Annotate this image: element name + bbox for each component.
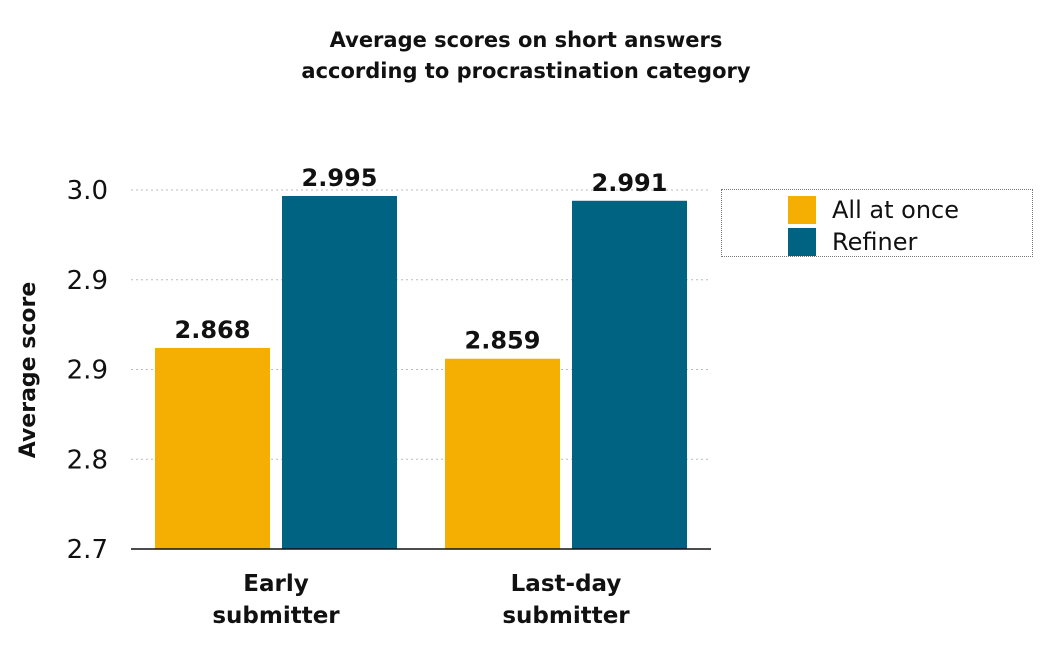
y-tick-label: 2.9: [67, 356, 108, 386]
legend: All at once Refiner: [721, 189, 1033, 257]
y-tick-label: 2.7: [67, 535, 108, 565]
legend-swatch-refiner: [788, 228, 816, 256]
bar-value-label: 2.995: [302, 164, 378, 192]
x-tick-label: submitter: [502, 603, 630, 629]
bar-value-label: 2.991: [592, 169, 668, 197]
legend-swatch-all-at-once: [788, 196, 816, 224]
bar-value-label: 2.859: [465, 327, 541, 355]
bar: [155, 347, 270, 549]
chart-title-line-1: Average scores on short answers: [330, 28, 723, 52]
y-axis-label: Average score: [16, 282, 41, 459]
x-tick-label: Last-day: [511, 571, 622, 597]
y-tick-label: 3.0: [67, 176, 108, 206]
legend-label-all-at-once: All at once: [832, 196, 959, 224]
legend-item-refiner: Refiner: [788, 227, 917, 257]
x-tick-label: submitter: [212, 603, 340, 629]
y-tick-label: 2.9: [67, 266, 108, 296]
bar-value-label: 2.868: [175, 316, 251, 344]
y-tick-label: 2.8: [67, 445, 108, 475]
x-tick-label: Early: [243, 571, 308, 597]
bar: [282, 195, 397, 549]
legend-item-all-at-once: All at once: [788, 195, 959, 225]
bar: [572, 200, 687, 549]
bar: [445, 358, 560, 549]
chart-title-line-2: according to procrastination category: [301, 59, 750, 83]
legend-label-refiner: Refiner: [832, 228, 918, 256]
